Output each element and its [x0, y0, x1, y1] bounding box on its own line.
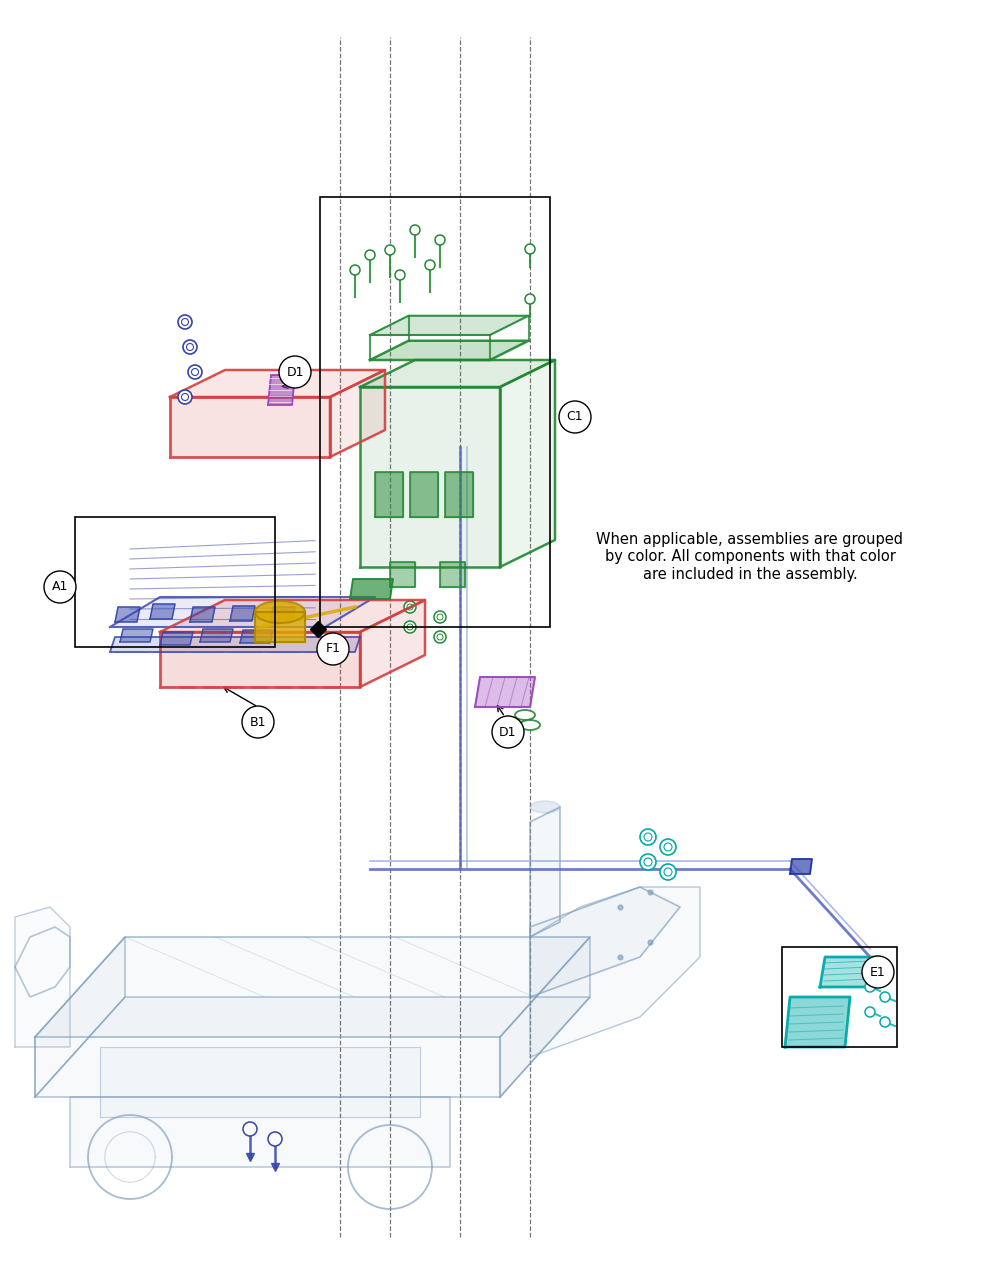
Text: F1: F1	[326, 642, 340, 655]
Polygon shape	[390, 563, 415, 587]
Polygon shape	[150, 604, 175, 620]
Circle shape	[365, 250, 375, 260]
Bar	[782, 946, 897, 1047]
Polygon shape	[445, 473, 473, 517]
Circle shape	[178, 315, 192, 329]
Polygon shape	[530, 887, 700, 1057]
Circle shape	[317, 634, 349, 665]
Polygon shape	[170, 370, 385, 397]
Circle shape	[350, 265, 360, 275]
Polygon shape	[110, 637, 360, 653]
Polygon shape	[268, 375, 295, 405]
Circle shape	[660, 839, 676, 855]
Polygon shape	[360, 386, 500, 568]
Polygon shape	[170, 397, 330, 457]
Polygon shape	[350, 579, 393, 599]
Circle shape	[640, 854, 656, 870]
Bar	[75, 517, 275, 647]
Polygon shape	[35, 938, 590, 1036]
Bar	[320, 196, 550, 627]
Circle shape	[279, 356, 311, 388]
Ellipse shape	[515, 710, 535, 720]
Ellipse shape	[520, 720, 540, 730]
Text: B1: B1	[250, 716, 266, 729]
Polygon shape	[440, 563, 465, 587]
Polygon shape	[35, 938, 125, 1097]
Circle shape	[410, 226, 420, 234]
Circle shape	[880, 992, 890, 1002]
Text: D1: D1	[286, 365, 304, 379]
Polygon shape	[500, 938, 590, 1097]
Circle shape	[434, 611, 446, 623]
Polygon shape	[270, 607, 295, 622]
Text: C1: C1	[567, 411, 583, 423]
Circle shape	[404, 601, 416, 613]
Polygon shape	[500, 360, 555, 568]
Circle shape	[865, 982, 875, 992]
Text: When applicable, assemblies are grouped
by color. All components with that color: When applicable, assemblies are grouped …	[596, 532, 904, 582]
Circle shape	[395, 270, 405, 280]
Polygon shape	[70, 1097, 450, 1167]
Polygon shape	[370, 315, 528, 334]
Polygon shape	[240, 630, 273, 642]
Circle shape	[188, 365, 202, 379]
Polygon shape	[820, 957, 880, 987]
Circle shape	[880, 1017, 890, 1028]
Text: A1: A1	[52, 580, 68, 593]
Circle shape	[385, 245, 395, 255]
Circle shape	[243, 1123, 257, 1136]
Polygon shape	[120, 628, 153, 642]
Polygon shape	[330, 370, 385, 457]
Ellipse shape	[255, 601, 305, 623]
Circle shape	[425, 260, 435, 270]
Polygon shape	[360, 360, 555, 386]
Polygon shape	[35, 997, 590, 1097]
Polygon shape	[160, 632, 193, 645]
Circle shape	[862, 957, 894, 988]
Polygon shape	[375, 473, 403, 517]
Circle shape	[559, 400, 591, 433]
Text: D1: D1	[499, 726, 517, 739]
Polygon shape	[475, 677, 535, 707]
Polygon shape	[410, 473, 438, 517]
Circle shape	[492, 716, 524, 748]
Circle shape	[865, 1007, 875, 1017]
Polygon shape	[370, 341, 528, 360]
Circle shape	[435, 234, 445, 245]
Circle shape	[434, 631, 446, 642]
Circle shape	[183, 340, 197, 353]
Circle shape	[178, 390, 192, 404]
Text: E1: E1	[870, 965, 886, 978]
Polygon shape	[200, 628, 233, 642]
Polygon shape	[160, 601, 425, 632]
Polygon shape	[110, 597, 375, 627]
Circle shape	[640, 829, 656, 845]
Circle shape	[525, 294, 535, 304]
Circle shape	[404, 621, 416, 634]
Polygon shape	[360, 601, 425, 687]
Polygon shape	[785, 997, 850, 1047]
Circle shape	[44, 571, 76, 603]
Polygon shape	[790, 859, 812, 874]
Circle shape	[525, 245, 535, 253]
Circle shape	[268, 1131, 282, 1145]
Polygon shape	[190, 607, 215, 622]
Polygon shape	[115, 607, 140, 622]
Ellipse shape	[530, 801, 560, 813]
Circle shape	[660, 864, 676, 881]
Polygon shape	[230, 606, 255, 621]
Polygon shape	[530, 807, 560, 938]
Polygon shape	[255, 612, 305, 642]
Polygon shape	[530, 887, 680, 997]
Circle shape	[242, 706, 274, 737]
Polygon shape	[160, 632, 360, 687]
